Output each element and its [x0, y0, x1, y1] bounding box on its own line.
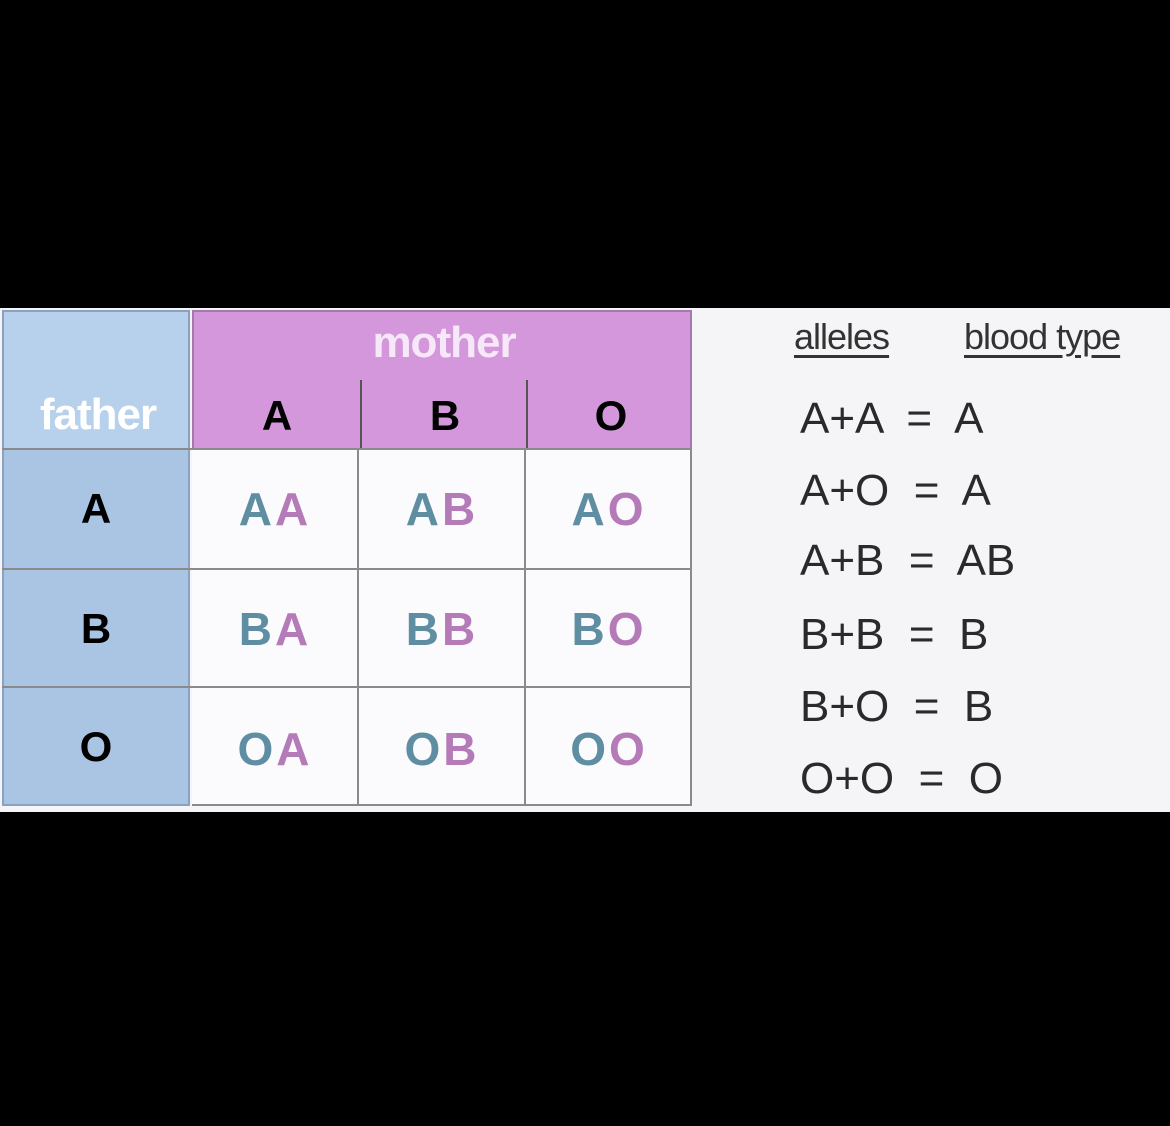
rule-alleles: A+B [800, 536, 885, 585]
rule-alleles: O+O [800, 754, 895, 803]
divider [357, 450, 359, 806]
offspring-cell: OB [359, 690, 525, 808]
father-header: father [2, 310, 190, 450]
mother-label: mother [372, 318, 516, 367]
rule-blood-type: A [961, 466, 991, 515]
father-label: father [39, 390, 157, 439]
rule-blood-type: AB [956, 536, 1016, 585]
mother-allele: B [442, 483, 479, 535]
offspring-cell: BB [359, 570, 525, 688]
father-allele: O [237, 723, 277, 775]
father-allele-b: B [80, 605, 112, 652]
mother-allele: B [443, 723, 480, 775]
father-allele: B [405, 603, 442, 655]
legend-rule: A+B = AB [800, 536, 1160, 596]
divider [2, 568, 692, 570]
legend-rule: B+B = B [800, 610, 1160, 670]
rule-equals: = [908, 536, 935, 585]
rule-equals: = [908, 610, 935, 659]
mother-allele-b: B [429, 392, 461, 439]
rule-equals: = [913, 682, 940, 731]
punnett-square: father mother A B O A B O AA AB AO BA BB… [2, 310, 692, 808]
mother-header: mother A B O [192, 310, 692, 452]
offspring-cell: OA [192, 690, 358, 808]
rule-equals: = [906, 394, 933, 443]
offspring-cell: BO [526, 570, 692, 688]
father-allele-a: A [80, 485, 112, 532]
rule-equals: = [913, 466, 940, 515]
father-allele: O [570, 723, 609, 775]
father-allele: A [238, 483, 275, 535]
rule-alleles: B+O [800, 682, 890, 731]
mother-allele: O [607, 483, 647, 535]
offspring-cell: AB [359, 450, 525, 568]
mother-allele: A [276, 723, 313, 775]
rule-alleles: A+O [800, 466, 890, 515]
legend-rule: A+A = A [800, 394, 1160, 454]
offspring-cell: OO [526, 690, 692, 808]
mother-allele: B [442, 603, 479, 655]
rule-blood-type: B [963, 682, 994, 731]
father-allele: O [404, 723, 444, 775]
divider [524, 450, 526, 806]
rule-alleles: A+A [800, 394, 882, 443]
offspring-cells: AA AB AO BA BB BO OA OB OO [192, 450, 692, 806]
divider [2, 686, 692, 688]
mother-allele: A [275, 603, 312, 655]
rule-equals: = [918, 754, 945, 803]
father-allele: B [571, 603, 608, 655]
mother-allele: O [607, 603, 647, 655]
father-allele-o: O [79, 723, 113, 770]
mother-allele: A [275, 483, 312, 535]
blood-type-header: blood type [964, 316, 1121, 357]
legend-rule: B+O = B [800, 682, 1160, 742]
offspring-cell: AA [192, 450, 358, 568]
mother-allele-o: O [594, 392, 628, 439]
rule-blood-type: O [968, 754, 1003, 803]
rule-blood-type: A [954, 394, 984, 443]
father-allele: A [405, 483, 442, 535]
father-allele: B [238, 603, 275, 655]
mother-allele: O [609, 723, 648, 775]
rule-alleles: B+B [800, 610, 885, 659]
legend-rule: O+O = O [800, 754, 1160, 814]
blood-type-diagram: father mother A B O A B O AA AB AO BA BB… [0, 308, 1170, 812]
legend-rule: A+O = A [800, 466, 1160, 526]
alleles-header: alleles [794, 316, 890, 357]
father-allele: A [571, 483, 608, 535]
mother-allele-a: A [261, 392, 293, 439]
offspring-cell: AO [526, 450, 692, 568]
divider [360, 380, 362, 452]
offspring-cell: BA [192, 570, 358, 688]
divider [526, 380, 528, 452]
divider [2, 448, 692, 450]
rule-blood-type: B [959, 610, 989, 659]
